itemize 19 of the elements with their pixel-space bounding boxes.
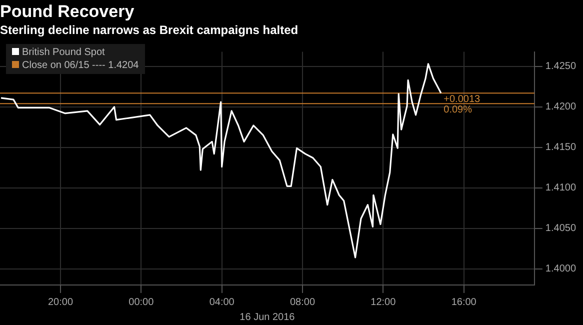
y-tick-label: 1.4050 [545, 223, 576, 234]
annotation: 0.09% [444, 104, 472, 116]
x-tick-label: 20:00 [48, 296, 74, 308]
y-tick-label: 1.4250 [545, 61, 576, 72]
x-tick-label: 16:00 [451, 296, 477, 308]
y-tick-label: 1.4200 [545, 102, 576, 113]
x-tick-label: 08:00 [290, 296, 316, 308]
x-tick-label: 12:00 [370, 296, 396, 308]
x-axis-title: 16 Jun 2016 [240, 312, 296, 323]
annotation: +0.0013 [444, 94, 481, 105]
y-tick-label: 1.4000 [545, 264, 576, 275]
legend-label: Close on 06/15 ---- 1.4204 [22, 60, 139, 71]
legend-label: British Pound Spot [22, 47, 105, 58]
chart-title: Pound Recovery [0, 2, 135, 21]
x-tick-label: 04:00 [209, 296, 235, 308]
x-tick-label: 00:00 [128, 296, 154, 308]
y-tick-label: 1.4100 [545, 182, 576, 194]
y-tick-label: 1.4150 [545, 142, 576, 154]
chart-subtitle: Sterling decline narrows as Brexit campaigns halted [0, 22, 298, 37]
